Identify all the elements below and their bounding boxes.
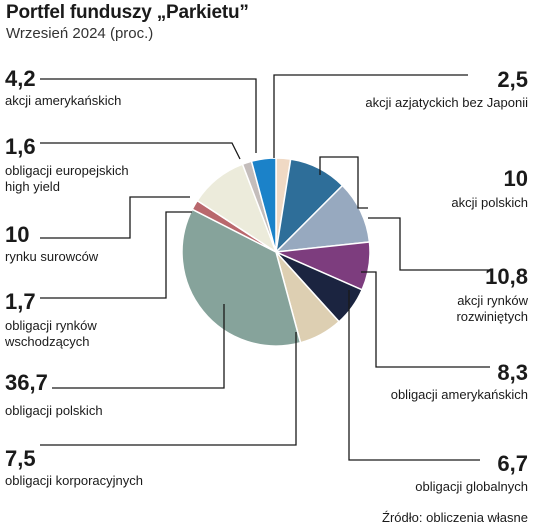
slice-value: 8,3 — [497, 360, 528, 385]
slice-value: 7,5 — [5, 446, 36, 471]
leader-line — [40, 332, 297, 446]
chart-subtitle: Wrzesień 2024 (proc.) — [6, 25, 154, 42]
slice-value: 4,2 — [5, 66, 36, 91]
source-note: Źródło: obliczenia własne — [382, 510, 528, 525]
slice-label: akcji polskich — [451, 195, 528, 210]
slice-label: obligacji polskich — [5, 403, 103, 418]
leader-line — [40, 211, 192, 299]
leader-line — [361, 271, 490, 368]
pie-slices — [181, 157, 371, 347]
slice-label: rynku surowców — [5, 249, 99, 264]
leader-line — [40, 78, 257, 153]
slice-value: 10 — [504, 166, 528, 191]
slice-value: 1,7 — [5, 289, 36, 314]
leader-line — [348, 290, 480, 461]
slice-label: obligacji globalnych — [415, 479, 528, 494]
slice-label: obligacji amerykańskich — [391, 387, 528, 402]
slice-value: 10 — [5, 222, 29, 247]
slice-label: obligacji korporacyjnych — [5, 473, 143, 488]
slice-label-group: 7,5 obligacji korporacyjnych — [5, 332, 297, 488]
slice-label: akcji azjatyckich bez Japonii — [365, 95, 528, 110]
slice-label-group: 36,7 obligacji polskich — [5, 304, 225, 418]
slice-label: akcji rynków — [457, 293, 528, 308]
slice-value: 10,8 — [485, 264, 528, 289]
leader-line — [368, 217, 490, 271]
slice-label-group: 8,3 obligacji amerykańskich — [361, 271, 528, 402]
slice-label-group: 4,2 akcji amerykańskich — [5, 66, 257, 153]
leader-line — [40, 142, 241, 160]
slice-label: rozwiniętych — [456, 309, 528, 324]
slice-label-group: 6,7 obligacji globalnych — [348, 290, 528, 494]
slice-label-group: 2,5 akcji azjatyckich bez Japonii — [273, 67, 528, 158]
slice-value: 36,7 — [5, 370, 48, 395]
leader-line — [273, 74, 468, 158]
pie-slice — [250, 157, 277, 253]
slice-value: 6,7 — [497, 451, 528, 476]
slice-label-group: 10 rynku surowców — [5, 196, 190, 264]
leader-line — [52, 304, 225, 389]
slice-label: wschodzących — [4, 334, 90, 349]
slice-label-group: 10 akcji polskich — [319, 156, 528, 210]
slice-label: high yield — [5, 179, 60, 194]
slice-label: obligacji europejskich — [5, 163, 129, 178]
slice-value: 2,5 — [497, 67, 528, 92]
leader-line — [40, 196, 190, 239]
chart-title: Portfel funduszy „Parkietu” — [6, 2, 249, 23]
slice-label: obligacji rynków — [5, 318, 97, 333]
slice-value: 1,6 — [5, 134, 36, 159]
slice-label: akcji amerykańskich — [5, 93, 121, 108]
pie-slice — [181, 208, 302, 347]
leader-line — [319, 156, 368, 209]
